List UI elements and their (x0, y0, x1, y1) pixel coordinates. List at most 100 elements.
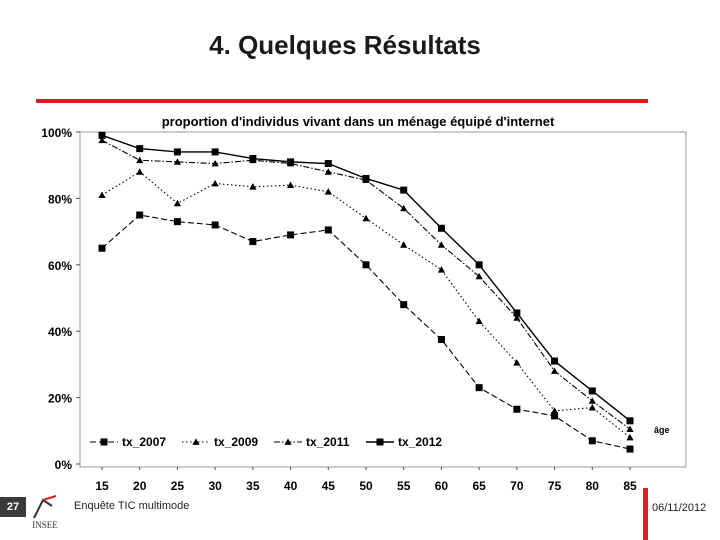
insee-logo-text: INSEE (32, 520, 58, 530)
data-point-tx_2012 (475, 261, 483, 269)
series-line-tx_2011 (101, 139, 631, 430)
data-point-tx_2012 (362, 174, 370, 182)
data-point-tx_2009 (136, 168, 144, 175)
legend-marker-tx_2009 (192, 438, 200, 445)
data-point-tx_2011 (98, 136, 106, 144)
y-tick-label: 100% (41, 126, 72, 140)
data-point-tx_2007 (249, 238, 257, 246)
y-tick-label: 0% (55, 458, 73, 472)
data-point-tx_2012 (588, 387, 596, 395)
data-point-tx_2012 (400, 186, 408, 194)
data-point-tx_2007 (400, 301, 408, 309)
x-tick-label: 15 (95, 479, 109, 493)
plot-frame (79, 131, 687, 468)
data-point-tx_2012 (136, 145, 144, 153)
data-point-tx_2007 (551, 412, 559, 420)
data-point-tx_2007 (98, 244, 106, 252)
data-point-tx_2011 (437, 241, 446, 248)
data-point-tx_2012 (626, 417, 634, 425)
data-point-tx_2012 (551, 357, 559, 365)
legend-marker-tx_2012 (376, 438, 384, 446)
x-tick-label: 45 (322, 479, 336, 493)
data-point-tx_2007 (588, 437, 596, 445)
data-point-tx_2011 (136, 156, 144, 164)
x-tick-label: 40 (284, 479, 298, 493)
data-point-tx_2011 (173, 158, 182, 165)
data-point-tx_2007 (136, 211, 144, 219)
legend-label-tx_2012: tx_2012 (398, 435, 442, 449)
data-point-tx_2009 (286, 181, 295, 188)
y-tick-label: 20% (48, 392, 72, 406)
page-number: 27 (0, 497, 26, 517)
data-point-tx_2009 (513, 359, 521, 366)
y-tick-label: 40% (48, 325, 72, 339)
data-point-tx_2012 (287, 158, 295, 166)
data-point-tx_2011 (324, 168, 332, 175)
footer-accent-bar (643, 488, 648, 540)
legend-label-tx_2011: tx_2011 (306, 435, 350, 449)
data-point-tx_2009 (98, 191, 106, 198)
insee-logo: INSEE (30, 494, 60, 534)
y-tick-label: 80% (48, 192, 72, 206)
data-point-tx_2009 (249, 183, 257, 190)
data-point-tx_2009 (475, 317, 483, 325)
insee-logo-icon (33, 495, 57, 519)
data-point-tx_2009 (211, 179, 219, 187)
data-point-tx_2011 (588, 397, 596, 404)
data-point-tx_2011 (513, 314, 521, 321)
data-point-tx_2009 (437, 266, 446, 273)
footer-survey-name: Enquête TIC multimode (74, 500, 190, 512)
data-point-tx_2009 (400, 241, 408, 248)
data-point-tx_2009 (588, 403, 596, 411)
data-point-tx_2007 (475, 384, 483, 392)
x-tick-label: 85 (623, 479, 637, 493)
data-point-tx_2012 (173, 148, 181, 156)
data-point-tx_2012 (437, 224, 445, 232)
data-point-tx_2012 (249, 155, 257, 163)
x-axis-label: âge (654, 425, 670, 435)
data-point-tx_2007 (626, 445, 634, 453)
x-tick-label: 35 (246, 479, 260, 493)
series-line-tx_2009 (101, 171, 631, 438)
footer-date: 06/11/2012 (652, 502, 707, 514)
data-point-tx_2011 (550, 367, 559, 374)
data-point-tx_2007 (211, 221, 219, 229)
x-tick-label: 20 (133, 479, 147, 493)
x-tick-label: 55 (397, 479, 411, 493)
data-point-tx_2007 (513, 405, 521, 413)
chart-title: proportion d'individus vivant dans un mé… (162, 114, 555, 129)
data-point-tx_2012 (211, 148, 219, 156)
x-tick-label: 80 (586, 479, 600, 493)
slide-title: 4. Quelques Résultats (209, 30, 481, 60)
title-rule (36, 99, 648, 103)
data-point-tx_2007 (362, 261, 370, 269)
data-point-tx_2011 (626, 425, 634, 433)
data-point-tx_2009 (324, 188, 332, 195)
x-tick-label: 60 (435, 479, 449, 493)
data-point-tx_2009 (626, 433, 634, 441)
legend-label-tx_2009: tx_2009 (214, 435, 258, 449)
data-point-tx_2009 (173, 199, 182, 207)
legend-label-tx_2007: tx_2007 (122, 435, 166, 449)
chart-legend: tx_2007 tx_2009 tx_2011 tx_2012 (90, 435, 442, 449)
legend-marker-tx_2007 (100, 438, 108, 446)
data-point-tx_2007 (173, 218, 181, 226)
data-point-tx_2007 (437, 336, 445, 343)
data-point-tx_2009 (550, 407, 559, 414)
x-tick-label: 30 (208, 479, 222, 493)
x-tick-label: 65 (472, 479, 486, 493)
legend-marker-tx_2011 (284, 438, 292, 445)
data-point-tx_2011 (475, 272, 483, 280)
data-point-tx_2007 (324, 226, 332, 234)
data-point-tx_2011 (211, 159, 219, 167)
x-tick-label: 70 (510, 479, 524, 493)
data-point-tx_2011 (400, 204, 408, 212)
data-point-tx_2007 (287, 231, 295, 239)
y-tick-label: 60% (48, 259, 72, 273)
x-tick-label: 50 (359, 479, 373, 493)
data-point-tx_2012 (98, 131, 106, 139)
data-point-tx_2012 (513, 309, 521, 317)
x-tick-label: 25 (171, 479, 185, 493)
x-tick-label: 75 (548, 479, 562, 493)
